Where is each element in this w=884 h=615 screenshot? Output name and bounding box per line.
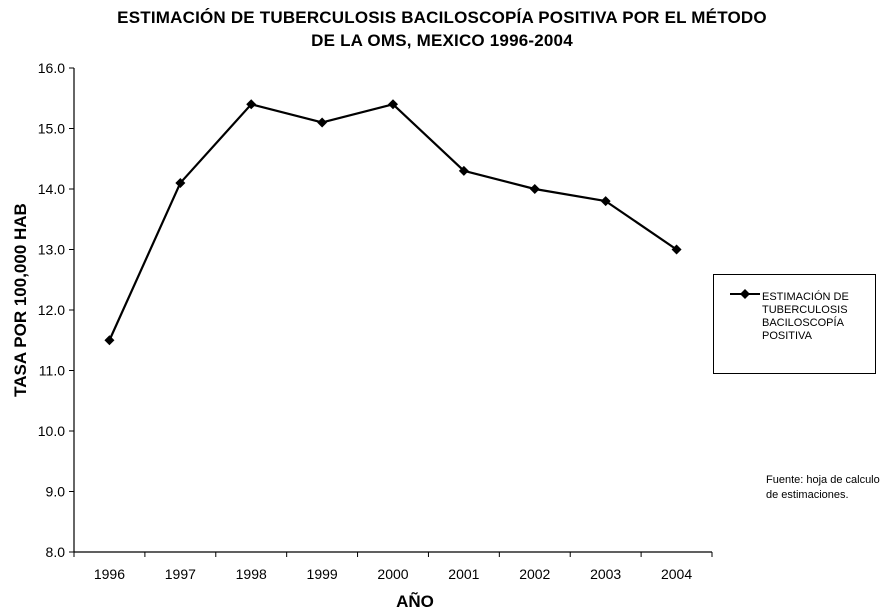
y-tick-label: 9.0 — [46, 484, 66, 500]
x-axis-label: AÑO — [396, 592, 434, 611]
x-tick-label: 2003 — [590, 566, 621, 582]
data-point-marker — [246, 99, 257, 110]
y-tick-label: 12.0 — [38, 302, 65, 318]
y-tick-label: 16.0 — [38, 60, 65, 76]
data-point-marker — [600, 196, 611, 207]
y-tick-label: 8.0 — [46, 544, 66, 560]
data-point-marker — [175, 177, 186, 188]
x-tick-label: 2002 — [519, 566, 550, 582]
data-point-marker — [458, 165, 469, 176]
data-point-marker — [104, 335, 115, 346]
y-tick-label: 13.0 — [38, 242, 65, 258]
x-tick-label: 1999 — [307, 566, 338, 582]
source-note: Fuente: hoja de calculo de estimaciones. — [766, 474, 880, 501]
x-tick-label: 1998 — [236, 566, 267, 582]
x-tick-label: 2000 — [377, 566, 408, 582]
data-point-marker — [671, 244, 682, 255]
series-line — [108, 103, 678, 341]
data-point-marker — [317, 117, 328, 128]
y-tick-label: 14.0 — [38, 181, 65, 197]
legend: ESTIMACIÓN DE TUBERCULOSIS BACILOSCOPÍA … — [713, 274, 876, 374]
y-tick-label: 11.0 — [39, 363, 65, 379]
data-point-marker — [388, 99, 398, 110]
y-tick-label: 15.0 — [38, 121, 65, 137]
y-tick-label: 10.0 — [38, 423, 65, 439]
chart-title-line-2: DE LA OMS, MEXICO 1996-2004 — [311, 31, 573, 50]
data-point-marker — [529, 184, 540, 194]
legend-label: ESTIMACIÓN DE TUBERCULOSIS BACILOSCOPÍA … — [762, 291, 849, 342]
x-tick-label: 2001 — [448, 566, 479, 582]
x-tick-label: 1996 — [94, 566, 125, 582]
x-tick-label: 1997 — [165, 566, 196, 582]
x-tick-label: 2004 — [661, 566, 692, 582]
chart-title-line-1: ESTIMACIÓN DE TUBERCULOSIS BACILOSCOPÍA … — [117, 8, 767, 27]
legend-marker-icon — [730, 289, 760, 299]
y-axis-label: TASA POR 100,000 HAB — [11, 203, 30, 397]
